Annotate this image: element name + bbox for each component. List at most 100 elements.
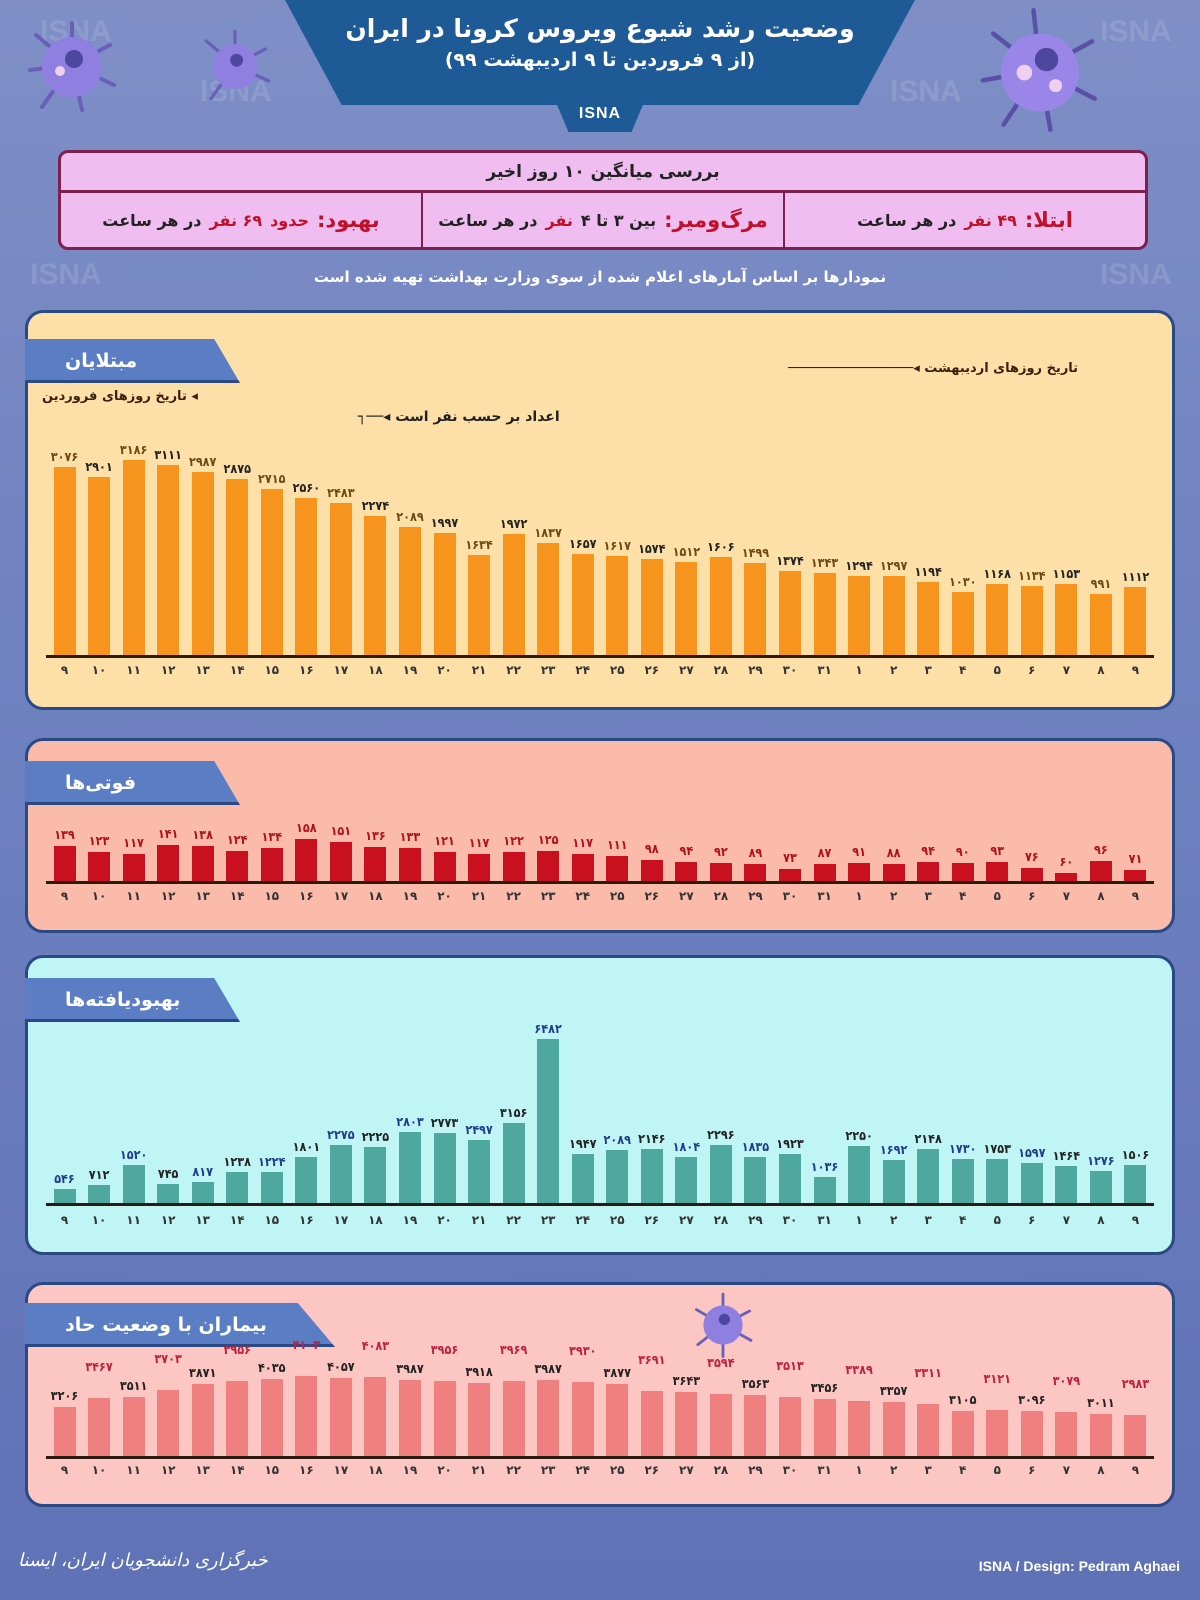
bar (537, 850, 560, 881)
bar-value-label: ۱۲۲ (503, 833, 524, 848)
bar-item: ۳۹۳۰ (568, 1333, 597, 1456)
source-note: نمودارها بر اساس آمارهای اعلام شده از سو… (313, 268, 887, 286)
bar-item: ۳۱۲۱ (983, 1333, 1012, 1456)
bar (502, 852, 525, 881)
bar-value-label: ۳۶۹۱ (638, 1351, 666, 1367)
x-tick-label: ۱ (855, 1213, 863, 1227)
bar-value-label: ۳۳۸۹ (845, 1362, 873, 1378)
bar-item: ۳۰۷۶ (50, 423, 79, 655)
bar (53, 1189, 76, 1203)
bar-item: ۳۸۷۷ (603, 1333, 632, 1456)
x-tick-label: ۲۴ (575, 1213, 591, 1227)
ordibehesht-dates-label: تاریخ روزهای اردیبهشت ◂──────────────── (788, 361, 1079, 376)
bar (744, 1156, 767, 1203)
bar (157, 464, 180, 655)
bar-value-label: ۱۱۱ (606, 836, 628, 852)
x-tick-label: ۱۵ (264, 663, 280, 677)
bar-value-label: ۹۶ (1094, 842, 1108, 858)
bar-value-label: ۱۹۹۷ (430, 514, 459, 530)
bar (226, 479, 249, 655)
bar-value-label: ۱۶۱۷ (603, 538, 631, 554)
bar-item: ۱۳۴ (257, 813, 286, 881)
bar-item: ۳۴۶۷ (85, 1333, 114, 1456)
x-tick-label: ۲۸ (713, 1463, 729, 1477)
x-tick-label: ۲۸ (713, 889, 729, 903)
bar-value-label: ۱۳۳ (399, 829, 421, 845)
x-tick-label: ۲۸ (713, 663, 729, 677)
bar (537, 1380, 560, 1456)
bar-item: ۳۵۱۱ (119, 1333, 148, 1456)
bar-item: ۱۶۱۷ (603, 423, 632, 655)
bar-value-label: ۳۹۳۰ (568, 1343, 597, 1359)
bar (744, 863, 767, 881)
bar-value-label: ۳۳۱۱ (914, 1364, 942, 1380)
x-tick-label: ۱۹ (402, 663, 418, 677)
x-tick-label: ۶ (1028, 1213, 1036, 1227)
bar (329, 1377, 352, 1456)
bar-value-label: ۱۷۳۰ (948, 1141, 977, 1157)
bar-value-label: ۱۸۳۷ (534, 524, 562, 540)
bar-item: ۱۵۲۰ (119, 1013, 148, 1203)
bar (951, 591, 974, 655)
bar (1124, 870, 1147, 881)
x-tick-label: ۱ (855, 1463, 863, 1477)
x-tick-label: ۲۶ (644, 663, 660, 677)
bar (191, 1384, 214, 1456)
critical-chart: ۳۲۰۶ ۳۴۶۷ ۳۵۱۱ ۳۷۰۳ ۳۸۷۱ ۳۹۵۶ ۴۰۳۵ ۴۱۰۳ ۴۰۵۷ ۴۰۸۳… (46, 1333, 1154, 1459)
x-tick-label: ۱۲ (160, 1213, 176, 1227)
bar-item: ۶۴۸۲ (534, 1013, 563, 1203)
bar-value-label: ۱۹۷۲ (499, 516, 528, 532)
bar (1124, 1415, 1147, 1456)
bar-value-label: ۱۲۹۷ (879, 557, 908, 573)
bar (260, 488, 283, 655)
x-tick-label: ۱۹ (402, 889, 418, 903)
x-tick-label: ۶ (1028, 889, 1036, 903)
summary-deaths: مرگ‌ومیر: بین ۳ تا ۴ نفر در هر ساعت (423, 193, 785, 247)
bar (226, 1381, 249, 1456)
bar (1055, 1165, 1078, 1203)
bar-value-label: ۱۲۹۴ (845, 557, 873, 573)
bar (951, 863, 974, 881)
bar-item: ۱۱۷ (465, 813, 494, 881)
x-tick-label: ۹ (1131, 663, 1140, 677)
bar (951, 1159, 974, 1203)
x-tick-label: ۱۰ (91, 889, 107, 903)
x-tick-label: ۲۹ (748, 663, 763, 677)
x-tick-label: ۱۶ (299, 1213, 314, 1227)
x-tick-label: ۲ (889, 1463, 898, 1477)
bar-value-label: ۱۲۲۴ (258, 1154, 286, 1170)
bar-value-label: ۱۱۱۲ (1121, 568, 1150, 584)
bar-value-label: ۳۷۰۳ (154, 1351, 182, 1367)
bar-item: ۹۶ (1086, 813, 1115, 881)
x-tick-label: ۱۸ (368, 1463, 383, 1477)
x-tick-label: ۲۵ (609, 1213, 625, 1227)
x-tick-label: ۱۵ (264, 1213, 280, 1227)
x-tick-label: ۱ (855, 663, 863, 677)
bar-item: ۲۹۸۳ (1121, 1333, 1150, 1456)
x-tick-label: ۲۹ (748, 1463, 763, 1477)
bar-item: ۱۳۷۴ (775, 423, 804, 655)
bar-value-label: ۳۵۶۳ (741, 1376, 770, 1392)
bar-item: ۱۲۴ (223, 813, 252, 881)
deaths-prefix: بین ۳ تا ۴ (580, 210, 657, 230)
bar (1089, 594, 1112, 655)
bar-item: ۷۶ (1017, 813, 1046, 881)
bar-value-label: ۹۹۱ (1090, 576, 1112, 592)
x-axis-labels: ۹ ۱۰ ۱۱ ۱۲ ۱۳ ۱۴ ۱۵ ۱۶ ۱۷ ۱۸ ۱۹ ۲۰ ۲۱ ۲۲ ۲۳ ۲۴ ۲۵ ۲۶ ۲۷ ۲۸ ۲… (46, 1213, 1154, 1227)
bar (364, 1146, 387, 1203)
bar-value-label: ۱۵۲۰ (119, 1146, 148, 1162)
bar (53, 845, 76, 881)
bar-value-label: ۲۹۰۱ (85, 459, 113, 475)
bar-item: ۴۱۰۳ (292, 1333, 321, 1456)
bar (675, 861, 698, 881)
x-tick-label: ۴ (959, 1463, 967, 1477)
bar-value-label: ۷۱ (1128, 851, 1143, 867)
bar (157, 1390, 180, 1456)
x-tick-label: ۴ (959, 889, 967, 903)
x-tick-label: ۸ (1097, 1213, 1105, 1227)
bar-value-label: ۲۸۰۳ (396, 1114, 424, 1130)
deaths-label: مرگ‌ومیر: (664, 208, 768, 232)
bar-item: ۹۴ (914, 813, 943, 881)
x-tick-label: ۱۷ (333, 663, 349, 677)
bar-value-label: ۳۱۵۶ (499, 1105, 528, 1121)
